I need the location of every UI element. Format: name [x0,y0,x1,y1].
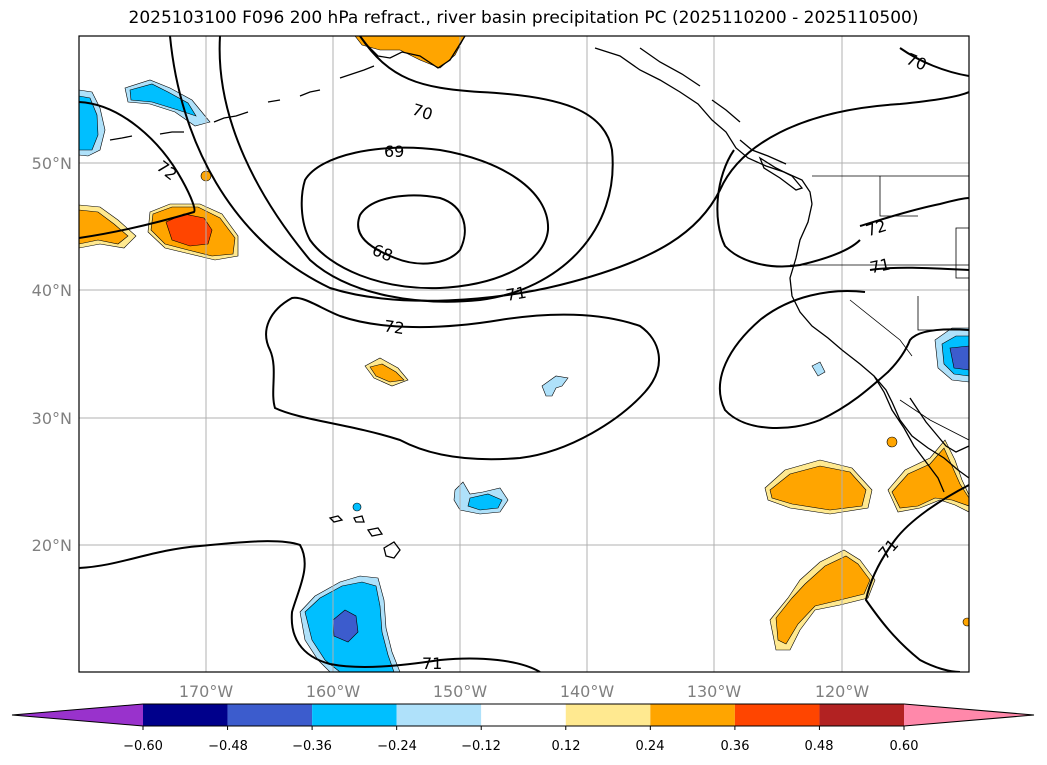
colorbar-segment [312,704,397,726]
contour-label-71: 71 [868,254,892,277]
colorbar-tick-label: 0.12 [552,739,581,754]
negative-anomaly-region [332,609,359,643]
longitude-labels: 170°W 160°W 150°W 140°W 130°W 120°W [179,682,870,701]
colorbar-segment [481,704,566,726]
colorbar-segment [819,704,904,726]
positive-anomaly-region [775,555,871,645]
colorbar-tick-label: −0.24 [377,739,417,754]
colorbar-segment [396,704,482,726]
negative-anomaly-region [129,83,197,117]
lon-label: 130°W [687,682,742,701]
contour-line-72 [79,101,196,239]
lon-label: 160°W [306,682,361,701]
lon-label: 120°W [815,682,870,701]
graticule [79,36,969,672]
contour-line-71 [869,266,969,271]
colorbar-segment [143,704,228,726]
contour-line-72 [859,197,969,227]
lon-label: 140°W [560,682,615,701]
contour-line-70 [899,47,969,77]
lon-label: 150°W [433,682,488,701]
contour-line-71 [864,484,969,672]
positive-anomaly-region [886,436,898,448]
negative-anomaly-region [949,345,969,371]
precipitation-shading [79,36,969,672]
contour-line-71 [79,540,541,672]
contour-line-72 [265,296,660,461]
colorbar-tick-label: −0.48 [208,739,248,754]
lat-label: 40°N [32,281,72,300]
contour-label-72: 72 [383,316,406,338]
colorbar-extend-high [904,704,1034,726]
lat-label: 20°N [32,536,72,555]
contour-label-71: 71 [504,283,527,305]
lat-label: 50°N [32,154,72,173]
colorbar-tick-label: −0.36 [292,739,332,754]
contour-label-69: 69 [384,142,404,161]
colorbar-tick-label: −0.12 [461,739,501,754]
colorbar-tick-label: 0.24 [636,739,665,754]
map-frame [78,35,970,673]
colorbar-tick-label: −0.60 [123,739,163,754]
contour-line-70 [218,36,614,303]
colorbar-segment [734,704,820,726]
negative-anomaly-region [811,361,826,377]
colorbar [11,703,1035,730]
refractivity-contours [79,36,969,672]
colorbar-segment [227,704,313,726]
negative-anomaly-region [541,375,569,397]
contour-line-71 [719,290,969,429]
contour-line-72 [716,149,861,268]
colorbar-tick-label: 0.36 [721,739,750,754]
colorbar-tick-label: 0.60 [890,739,919,754]
contour-label-71: 71 [422,654,442,673]
colorbar-extend-low [12,704,143,726]
colorbar-tick-label: 0.48 [805,739,834,754]
colorbar-tick-labels: −0.60 −0.48 −0.36 −0.24 −0.12 0.12 0.24 … [123,739,918,754]
contour-line-71 [169,36,969,302]
coastlines [109,36,969,559]
lat-label: 30°N [32,409,72,428]
positive-anomaly-region [369,363,405,383]
negative-anomaly-region [79,95,99,151]
colorbar-segment [565,704,651,726]
lon-label: 170°W [179,682,234,701]
colorbar-segment [650,704,735,726]
contour-line-69 [300,146,550,290]
map-title: 2025103100 F096 200 hPa refract., river … [128,8,919,28]
latitude-labels: 20°N 30°N 40°N 50°N [32,154,72,555]
positive-anomaly-region [962,617,969,627]
negative-anomaly-region [467,493,503,511]
map-content: 70 70 69 68 71 72 72 72 71 71 71 [79,36,969,673]
contour-line-68 [357,194,466,265]
negative-anomaly-region [352,502,362,512]
